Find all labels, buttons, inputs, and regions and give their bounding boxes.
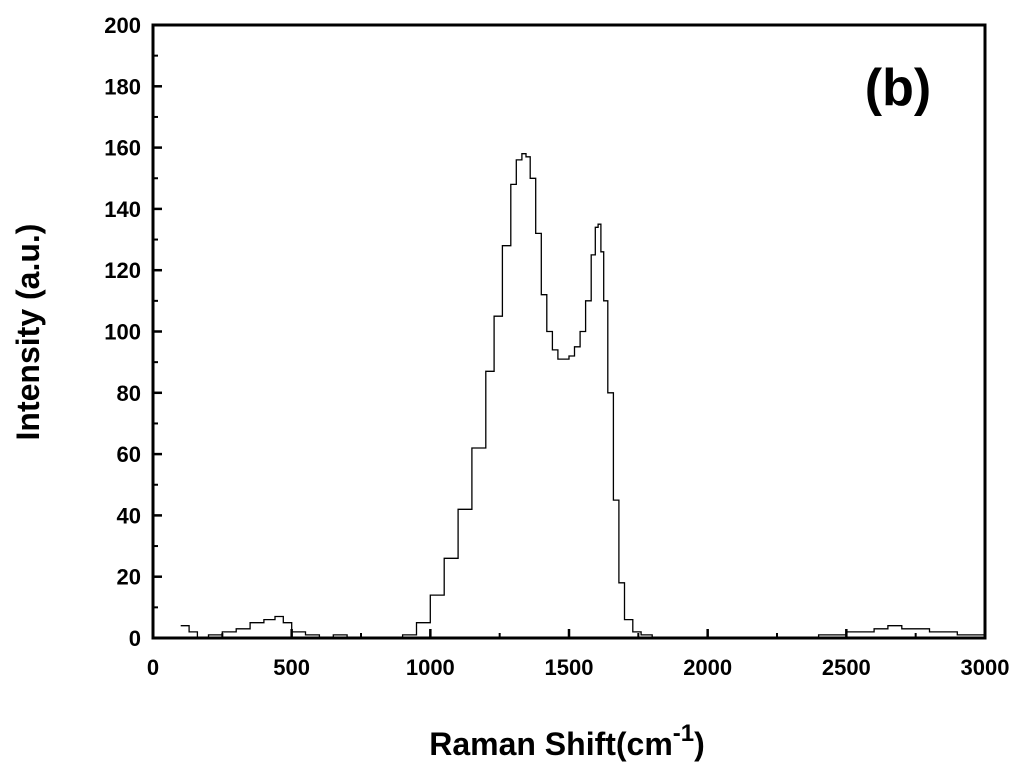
panel-label: (b) xyxy=(865,59,931,117)
y-tick-label: 100 xyxy=(104,320,141,345)
y-tick-label: 180 xyxy=(104,74,141,99)
plot-frame xyxy=(151,23,987,640)
x-tick-label: 1000 xyxy=(406,655,455,680)
x-axis-title-suffix: ) xyxy=(694,726,705,762)
y-tick-label: 40 xyxy=(117,503,141,528)
x-axis-title: Raman Shift(cm-1) xyxy=(429,720,705,762)
y-tick-label: 0 xyxy=(129,626,141,651)
x-axis-title-main: Raman Shift(cm xyxy=(429,726,673,762)
x-tick-label: 2500 xyxy=(822,655,871,680)
x-axis-title-superscript: -1 xyxy=(673,720,694,747)
y-tick-label: 140 xyxy=(104,197,141,222)
x-tick-label: 0 xyxy=(147,655,159,680)
y-tick-label: 120 xyxy=(104,258,141,283)
y-tick-label: 160 xyxy=(104,136,141,161)
series-line xyxy=(180,153,986,639)
y-tick-label: 80 xyxy=(117,381,141,406)
x-tick-label: 2000 xyxy=(683,655,732,680)
y-axis: 0 20 40 60 80 100 120 140 160 180 200 xyxy=(104,13,162,651)
y-tick-label: 60 xyxy=(117,442,141,467)
y-tick-label: 20 xyxy=(117,565,141,590)
y-tick-label: 200 xyxy=(104,13,141,38)
x-tick-label: 3000 xyxy=(961,655,1010,680)
x-tick-label: 1500 xyxy=(545,655,594,680)
y-axis-title: Intensity (a.u.) xyxy=(10,224,46,441)
x-tick-label: 500 xyxy=(273,655,310,680)
